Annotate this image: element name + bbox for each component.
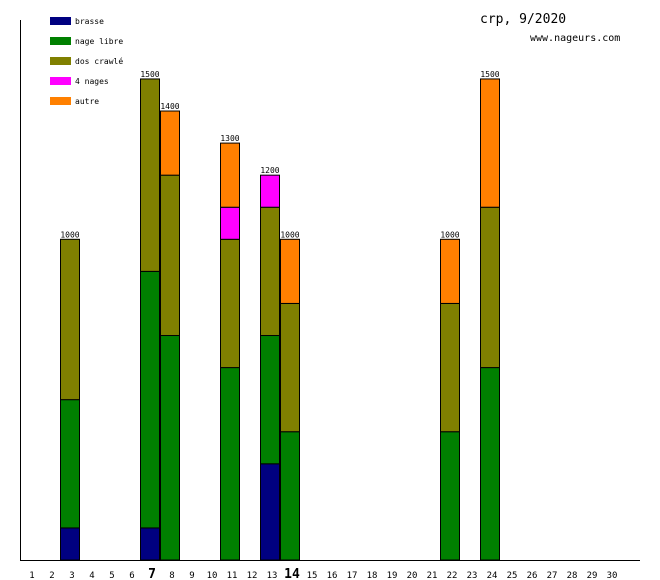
x-tick-label: 24 <box>487 571 498 580</box>
x-tick-label: 27 <box>547 571 558 580</box>
x-tick-label: 29 <box>587 571 598 580</box>
bar-segment-nage-libre <box>260 335 280 465</box>
bar-segment-autre <box>480 78 500 208</box>
x-tick-label: 23 <box>467 571 478 580</box>
x-tick-label: 12 <box>247 571 258 580</box>
x-tick-label: 14 <box>284 567 300 580</box>
x-tick-label: 8 <box>169 571 174 580</box>
x-tick-label: 10 <box>207 571 218 580</box>
bar-segment-dos-crawlé <box>440 302 460 433</box>
x-tick-label: 5 <box>109 571 114 580</box>
bar-segment-autre <box>220 142 240 208</box>
legend: brasse nage libre dos crawlé 4 nages autre <box>50 17 123 106</box>
bar-segment-4-nages <box>260 174 280 208</box>
bar-segment-dos-crawlé <box>60 238 80 401</box>
bar-segment-brasse <box>60 527 80 561</box>
bars: 1000 1500 1400 1300 1200 1000 1000 1500 <box>60 70 500 561</box>
bar-segment-dos-crawlé <box>140 78 160 272</box>
legend-swatch <box>50 97 71 105</box>
legend-label: dos crawlé <box>75 56 123 66</box>
total-label: 1000 <box>60 230 79 239</box>
bar-segment-dos-crawlé <box>220 238 240 369</box>
bar-segment-nage-libre <box>280 431 300 561</box>
bar-segment-nage-libre <box>160 335 180 561</box>
x-tick-label: 15 <box>307 571 318 580</box>
x-tick-label: 7 <box>148 567 156 580</box>
x-tick-label: 19 <box>387 571 398 580</box>
x-tick-label: 9 <box>189 571 194 580</box>
legend-swatch <box>50 17 71 25</box>
bar-segment-brasse <box>260 463 280 561</box>
x-tick-label: 4 <box>89 571 94 580</box>
x-tick-label: 21 <box>427 571 438 580</box>
total-label: 1500 <box>140 70 159 79</box>
bar-segment-brasse <box>140 527 160 561</box>
bar-segment-nage-libre <box>440 431 460 561</box>
total-label: 1000 <box>280 230 299 239</box>
bar-segment-autre <box>160 110 180 176</box>
x-tick-label: 30 <box>607 571 618 580</box>
legend-swatch <box>50 37 71 45</box>
x-tick-label: 2 <box>49 571 54 580</box>
total-label: 1200 <box>260 166 279 175</box>
legend-label: nage libre <box>75 37 123 46</box>
bar-segment-autre <box>280 238 300 304</box>
legend-label: autre <box>75 97 99 106</box>
chart-subtitle: www.nageurs.com <box>530 33 620 44</box>
bar-segment-dos-crawlé <box>160 174 180 337</box>
bar-segment-nage-libre <box>480 367 500 561</box>
legend-swatch <box>50 77 71 85</box>
x-tick-label: 1 <box>29 571 34 580</box>
x-tick-label: 22 <box>447 571 458 580</box>
bar-segment-autre <box>440 238 460 304</box>
bar-segment-dos-crawlé <box>480 206 500 369</box>
x-tick-label: 25 <box>507 571 518 580</box>
chart-title: crp, 9/2020 <box>480 12 566 27</box>
x-ticks: 1 2 3 4 5 6 7 8 9 10 11 12 13 14 15 16 17 18 19 20 21 22 23 24 2… <box>29 567 617 580</box>
bar-segment-dos-crawlé <box>260 206 280 337</box>
bar-segment-dos-crawlé <box>280 302 300 433</box>
x-tick-label: 26 <box>527 571 538 580</box>
bar-segment-nage-libre <box>140 270 160 529</box>
total-label: 1300 <box>220 134 239 143</box>
legend-swatch <box>50 57 71 65</box>
x-tick-label: 16 <box>327 571 338 580</box>
x-tick-label: 11 <box>227 571 238 580</box>
total-label: 1500 <box>480 70 499 79</box>
total-label: 1400 <box>160 102 179 111</box>
x-tick-label: 18 <box>367 571 378 580</box>
x-tick-label: 13 <box>267 571 278 580</box>
legend-label: 4 nages <box>75 77 109 86</box>
bar-segment-4-nages <box>220 206 240 240</box>
x-tick-label: 17 <box>347 571 358 580</box>
x-tick-label: 20 <box>407 571 418 580</box>
bar-segment-nage-libre <box>60 399 80 529</box>
x-tick-label: 6 <box>129 571 134 580</box>
x-tick-label: 28 <box>567 571 578 580</box>
legend-label: brasse <box>75 17 104 26</box>
total-label: 1000 <box>440 230 459 239</box>
x-tick-label: 3 <box>69 571 74 580</box>
bar-segment-nage-libre <box>220 367 240 561</box>
